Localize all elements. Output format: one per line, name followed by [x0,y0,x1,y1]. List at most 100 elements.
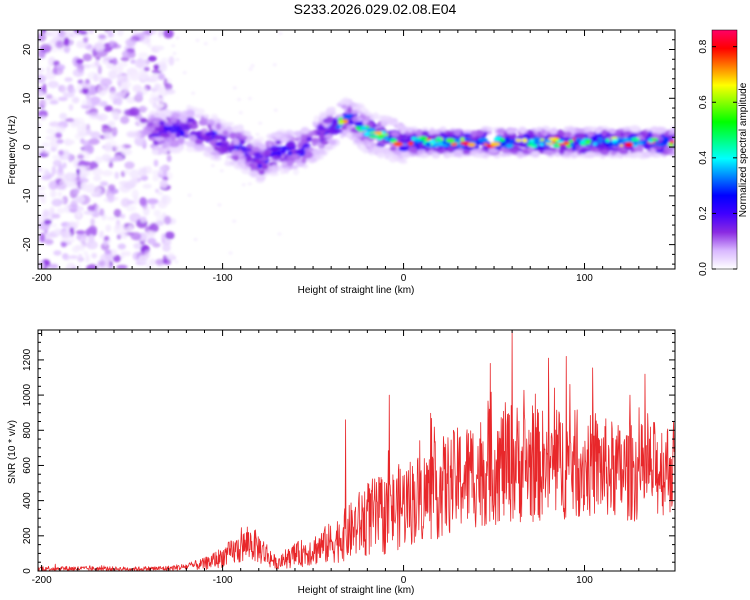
spectrogram-cell [101,153,111,162]
spectrogram-cell [322,117,334,124]
spectrogram-cell [51,198,63,207]
spectrogram-cell [70,199,78,210]
spectrogram-cell [93,42,105,52]
spectrogram-cell [129,72,140,81]
y-tick-label: -10 [22,188,33,203]
spectrogram-cell [168,56,175,66]
spectrogram-cell [182,71,187,75]
spectrogram-cell [68,104,74,111]
spectrogram-cell [91,252,97,259]
spectrogram-cell [159,166,167,171]
spectrogram-cell [338,120,344,125]
spectrogram-cell [456,149,463,154]
spectrogram-cell [130,232,142,241]
spectrogram-cell [232,219,237,223]
spectrogram-cell [389,138,397,143]
spectrogram-cell [140,216,147,223]
y-tick-label: 10 [22,92,33,104]
spectrogram-cell [120,116,130,125]
spectrogram-cell [48,180,58,190]
spectrogram-cell [295,131,302,138]
spectrogram-cell [98,34,107,40]
spectrogram-cell [330,106,336,112]
colorbar-tick-label: 0.0 [698,262,709,276]
spectrogram-cell [532,136,541,141]
spectrogram-cell [141,86,149,95]
spectrogram-cell [50,190,57,198]
spectrogram-cell [566,147,573,153]
spectrogram-cell [238,111,243,115]
spectrogram-cell [108,161,114,169]
spectrogram-cell [56,139,64,144]
spectrogram-cell [76,125,85,135]
spectrogram-cell [71,172,78,180]
spectrogram-cell [57,96,68,102]
spectrogram-cell [506,143,513,149]
spectrogram-cell [175,131,181,138]
y-tick-label: 0 [22,568,33,574]
spectrogram-cell [77,42,89,48]
spectrogram-cell [428,139,436,144]
spectrogram-cell [81,170,91,176]
spectrogram-cell [56,168,64,177]
spectrogram-cell [125,205,137,212]
spectrogram-cell [151,69,163,74]
spectrogram-cell [103,132,111,140]
spectrogram-cell [107,193,115,203]
spectrogram-cell [669,140,675,144]
spectrogram-cell [407,127,413,133]
spectrogram-cell [38,259,45,269]
spectrogram-cell [668,144,675,147]
spectrogram-cell [171,112,180,120]
spectrogram-cell [51,67,64,76]
spectrogram-cell [147,114,156,119]
spectrogram-cell [473,153,485,158]
spectrogram-cell [154,83,160,91]
spectrogram-cell [263,149,272,157]
y-tick-label: 200 [22,527,33,544]
spectrogram-cell [384,137,390,141]
spectrogram-cell [154,119,160,124]
spectrogram-cell [585,141,591,145]
colorbar-ticks: 0.0 0.2 0.4 0.6 0.8 [698,39,737,276]
spectrogram-cell [352,116,360,123]
spectrogram-cell [161,114,167,120]
spectrogram-cell [400,125,407,134]
spectrogram-cell [275,140,282,145]
spectrogram-cell [94,60,100,67]
spectrogram-cell [39,115,47,121]
spectrogram-cell [191,91,196,95]
spectrogram-cell [169,133,177,141]
spectrogram-cell [642,150,652,159]
spectrogram-cell [60,230,71,237]
spectrogram-cell [194,139,203,145]
x-tick-label: -200 [32,575,52,586]
spectrogram-cell [38,122,42,129]
spectrogram-cell [153,209,161,217]
spectrogram-cell [660,127,667,133]
spectrogram-cell [283,168,290,174]
spectrogram-cell [44,72,56,80]
spectrogram-cell [147,55,157,62]
spectrogram-cell [324,134,333,139]
spectrogram-cell [234,151,243,156]
spectrogram-cell [123,183,135,190]
spectrogram-cell [613,142,619,147]
spectrogram-cell [60,85,68,94]
spectrogram-x-label: Height of straight line (km) [298,285,415,296]
spectrogram-cell [107,184,116,191]
spectrogram-cell [545,139,552,144]
spectrogram-cell [193,238,198,241]
spectrogram-cell [139,117,148,124]
spectrogram-cell [666,149,674,155]
spectrogram-cell [301,155,307,164]
spectrogram-cell [442,144,449,147]
snr-y-label: SNR (10 * v/v) [7,420,18,484]
spectrogram-cell [166,154,172,162]
spectrogram-cell [281,160,288,168]
x-tick-label: -100 [213,273,233,284]
spectrogram-cell [542,149,554,155]
spectrogram-cell [314,154,321,160]
spectrogram-cell [44,169,50,177]
